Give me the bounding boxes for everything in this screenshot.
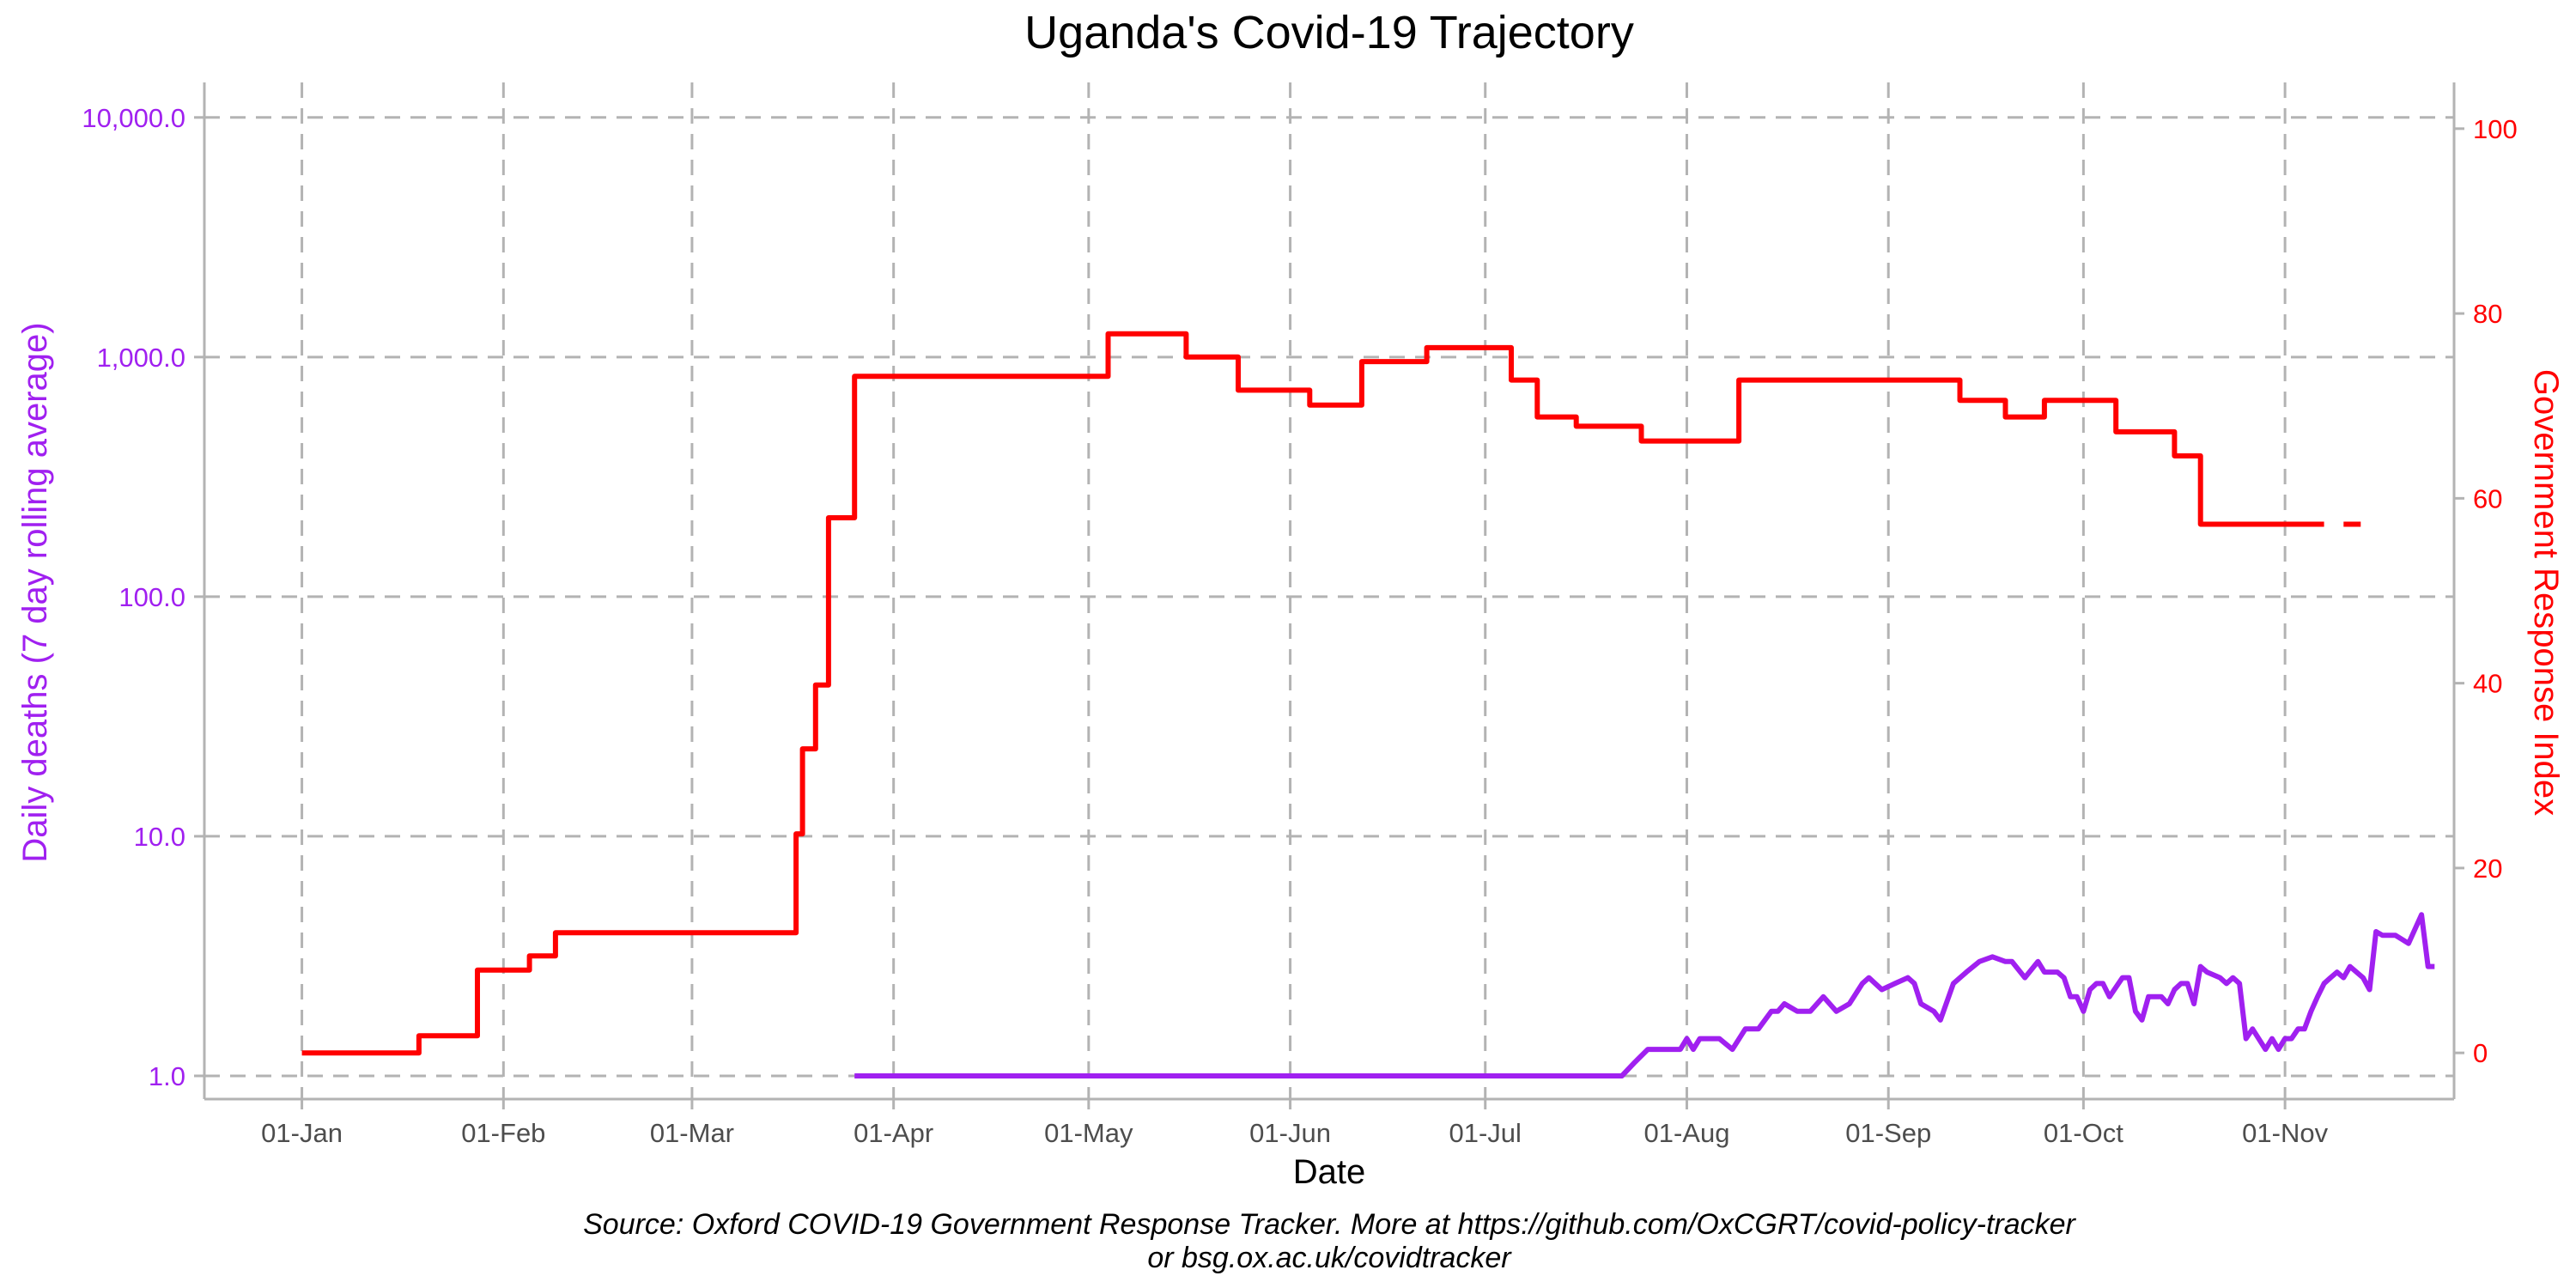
x-tick-label: 01-Sep (1845, 1118, 1931, 1148)
x-tick-label: 01-Apr (854, 1118, 933, 1148)
right-y-tick-label: 60 (2473, 483, 2502, 513)
x-axis-title: Date (1293, 1153, 1366, 1191)
caption-line-2: or bsg.ox.ac.uk/covidtracker (1147, 1242, 1512, 1274)
gridlines (204, 82, 2454, 1099)
x-tick-label: 01-May (1044, 1118, 1133, 1148)
series (301, 331, 2435, 1078)
daily-deaths-line (854, 912, 2435, 1078)
left-y-axis-title: Daily deaths (7 day rolling average) (16, 322, 54, 862)
right-y-axis-ticks: 0 20 40 60 80 100 (2454, 114, 2518, 1068)
left-y-tick-label: 100.0 (118, 582, 185, 612)
x-tick-label: 01-Jun (1249, 1118, 1331, 1148)
x-tick-label: 01-Aug (1643, 1118, 1729, 1148)
x-tick-label: 01-Feb (461, 1118, 545, 1148)
left-y-tick-label: 1,000.0 (97, 343, 185, 373)
x-axis-ticks: 01-Jan 01-Feb 01-Mar 01-Apr 01-May 01-Jun 01-J… (261, 1099, 2329, 1148)
x-tick-label: 01-Mar (650, 1118, 734, 1148)
x-tick-label: 01-Jul (1449, 1118, 1522, 1148)
x-tick-label: 01-Oct (2044, 1118, 2123, 1148)
left-y-axis-ticks: 1.0 10.0 100.0 1,000.0 10,000.0 (82, 103, 204, 1091)
chart-title: Uganda's Covid-19 Trajectory (1024, 7, 1634, 58)
left-y-tick-label: 10,000.0 (82, 103, 185, 133)
right-y-tick-label: 0 (2473, 1038, 2488, 1068)
right-y-tick-label: 100 (2473, 114, 2518, 144)
government-response-index-line (301, 331, 2324, 1056)
x-tick-label: 01-Nov (2242, 1118, 2328, 1148)
x-tick-label: 01-Jan (261, 1118, 343, 1148)
right-y-tick-label: 40 (2473, 669, 2502, 699)
right-y-tick-label: 20 (2473, 854, 2502, 884)
right-y-tick-label: 80 (2473, 299, 2502, 329)
left-y-tick-label: 1.0 (149, 1061, 185, 1091)
right-y-axis-title: Government Response Index (2527, 369, 2565, 816)
left-y-tick-label: 10.0 (134, 822, 185, 852)
caption-line-1: Source: Oxford COVID-19 Government Respo… (583, 1208, 2076, 1241)
axes (203, 82, 2456, 1101)
